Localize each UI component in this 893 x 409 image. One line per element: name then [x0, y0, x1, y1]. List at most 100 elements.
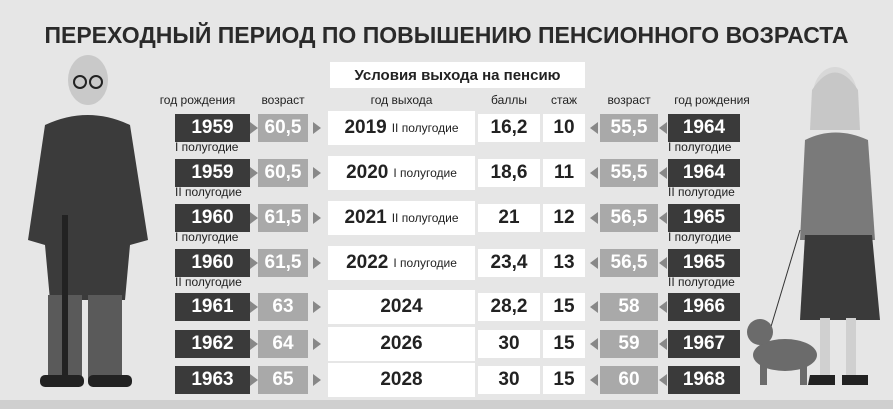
- column-header: год рождения: [140, 93, 255, 107]
- title: ПЕРЕХОДНЫЙ ПЕРИОД ПО ПОВЫШЕНИЮ ПЕНСИОННО…: [0, 22, 893, 49]
- age-f: 55,5: [600, 114, 658, 142]
- birth-f-half: I полугодие: [668, 140, 731, 154]
- arrow: [250, 122, 258, 134]
- birth-m: 1960: [175, 249, 250, 277]
- birth-m: 1960: [175, 204, 250, 232]
- age-f: 59: [600, 330, 658, 358]
- arrow: [313, 374, 321, 386]
- man-figure: [28, 55, 148, 387]
- column-header: возраст: [596, 93, 662, 107]
- exit-year-cell: 2020 I полугодие: [328, 156, 475, 190]
- arrow: [590, 122, 598, 134]
- column-header: год выхода: [328, 93, 475, 107]
- birth-f: 1965: [668, 249, 740, 277]
- exit-half: I полугодие: [393, 256, 456, 270]
- exit-half: I полугодие: [393, 166, 456, 180]
- arrow: [250, 257, 258, 269]
- exit-year: 2026: [380, 333, 422, 355]
- points: 23,4: [478, 249, 540, 277]
- exit-year-cell: 2022 I полугодие: [328, 246, 475, 280]
- subtitle: Условия выхода на пенсию: [330, 62, 585, 88]
- arrow: [250, 167, 258, 179]
- arrow: [590, 167, 598, 179]
- exit-year: 2024: [380, 296, 422, 318]
- stazh: 13: [543, 249, 585, 277]
- arrow: [590, 301, 598, 313]
- woman-figure: [770, 67, 880, 385]
- birth-m: 1961: [175, 293, 250, 321]
- exit-year-cell: 2028: [328, 363, 475, 397]
- birth-m: 1962: [175, 330, 250, 358]
- arrow: [590, 212, 598, 224]
- exit-year-cell: 2026: [328, 327, 475, 361]
- birth-f-half: I полугодие: [668, 230, 731, 244]
- column-header: возраст: [252, 93, 314, 107]
- exit-year-cell: 2024: [328, 290, 475, 324]
- stazh: 12: [543, 204, 585, 232]
- birth-m: 1963: [175, 366, 250, 394]
- arrow: [659, 257, 667, 269]
- arrow: [313, 212, 321, 224]
- arrow: [659, 338, 667, 350]
- column-header: год рождения: [662, 93, 762, 107]
- birth-m-half: I полугодие: [175, 140, 238, 154]
- stazh: 15: [543, 366, 585, 394]
- arrow: [659, 122, 667, 134]
- stazh: 10: [543, 114, 585, 142]
- birth-m-half: II полугодие: [175, 185, 242, 199]
- stazh: 15: [543, 293, 585, 321]
- arrow: [590, 338, 598, 350]
- arrow: [659, 212, 667, 224]
- age-f: 56,5: [600, 249, 658, 277]
- points: 30: [478, 330, 540, 358]
- birth-f: 1968: [668, 366, 740, 394]
- birth-m-half: I полугодие: [175, 230, 238, 244]
- points: 30: [478, 366, 540, 394]
- arrow: [250, 212, 258, 224]
- birth-f: 1966: [668, 293, 740, 321]
- exit-year: 2022: [346, 252, 388, 274]
- points: 21: [478, 204, 540, 232]
- arrow: [659, 167, 667, 179]
- birth-f: 1964: [668, 159, 740, 187]
- arrow: [313, 338, 321, 350]
- age-m: 60,5: [258, 114, 308, 142]
- arrow: [590, 374, 598, 386]
- arrow: [250, 338, 258, 350]
- dog-figure: [747, 319, 817, 385]
- birth-f: 1965: [668, 204, 740, 232]
- exit-year: 2021: [344, 207, 386, 229]
- age-m: 65: [258, 366, 308, 394]
- birth-m-half: II полугодие: [175, 275, 242, 289]
- points: 18,6: [478, 159, 540, 187]
- age-f: 60: [600, 366, 658, 394]
- birth-f: 1967: [668, 330, 740, 358]
- exit-year: 2019: [344, 117, 386, 139]
- exit-year: 2020: [346, 162, 388, 184]
- stazh: 11: [543, 159, 585, 187]
- birth-f: 1964: [668, 114, 740, 142]
- age-f: 56,5: [600, 204, 658, 232]
- arrow: [313, 122, 321, 134]
- age-m: 64: [258, 330, 308, 358]
- exit-half: II полугодие: [392, 211, 459, 225]
- exit-year-cell: 2021 II полугодие: [328, 201, 475, 235]
- age-m: 61,5: [258, 249, 308, 277]
- arrow: [313, 257, 321, 269]
- points: 16,2: [478, 114, 540, 142]
- exit-year-cell: 2019 II полугодие: [328, 111, 475, 145]
- birth-f-half: II полугодие: [668, 185, 735, 199]
- age-m: 63: [258, 293, 308, 321]
- stazh: 15: [543, 330, 585, 358]
- birth-m: 1959: [175, 159, 250, 187]
- birth-f-half: II полугодие: [668, 275, 735, 289]
- arrow: [250, 374, 258, 386]
- infographic: ПЕРЕХОДНЫЙ ПЕРИОД ПО ПОВЫШЕНИЮ ПЕНСИОННО…: [0, 0, 893, 409]
- arrow: [659, 374, 667, 386]
- exit-year: 2028: [380, 369, 422, 391]
- age-m: 61,5: [258, 204, 308, 232]
- age-f: 58: [600, 293, 658, 321]
- age-m: 60,5: [258, 159, 308, 187]
- arrow: [590, 257, 598, 269]
- exit-half: II полугодие: [392, 121, 459, 135]
